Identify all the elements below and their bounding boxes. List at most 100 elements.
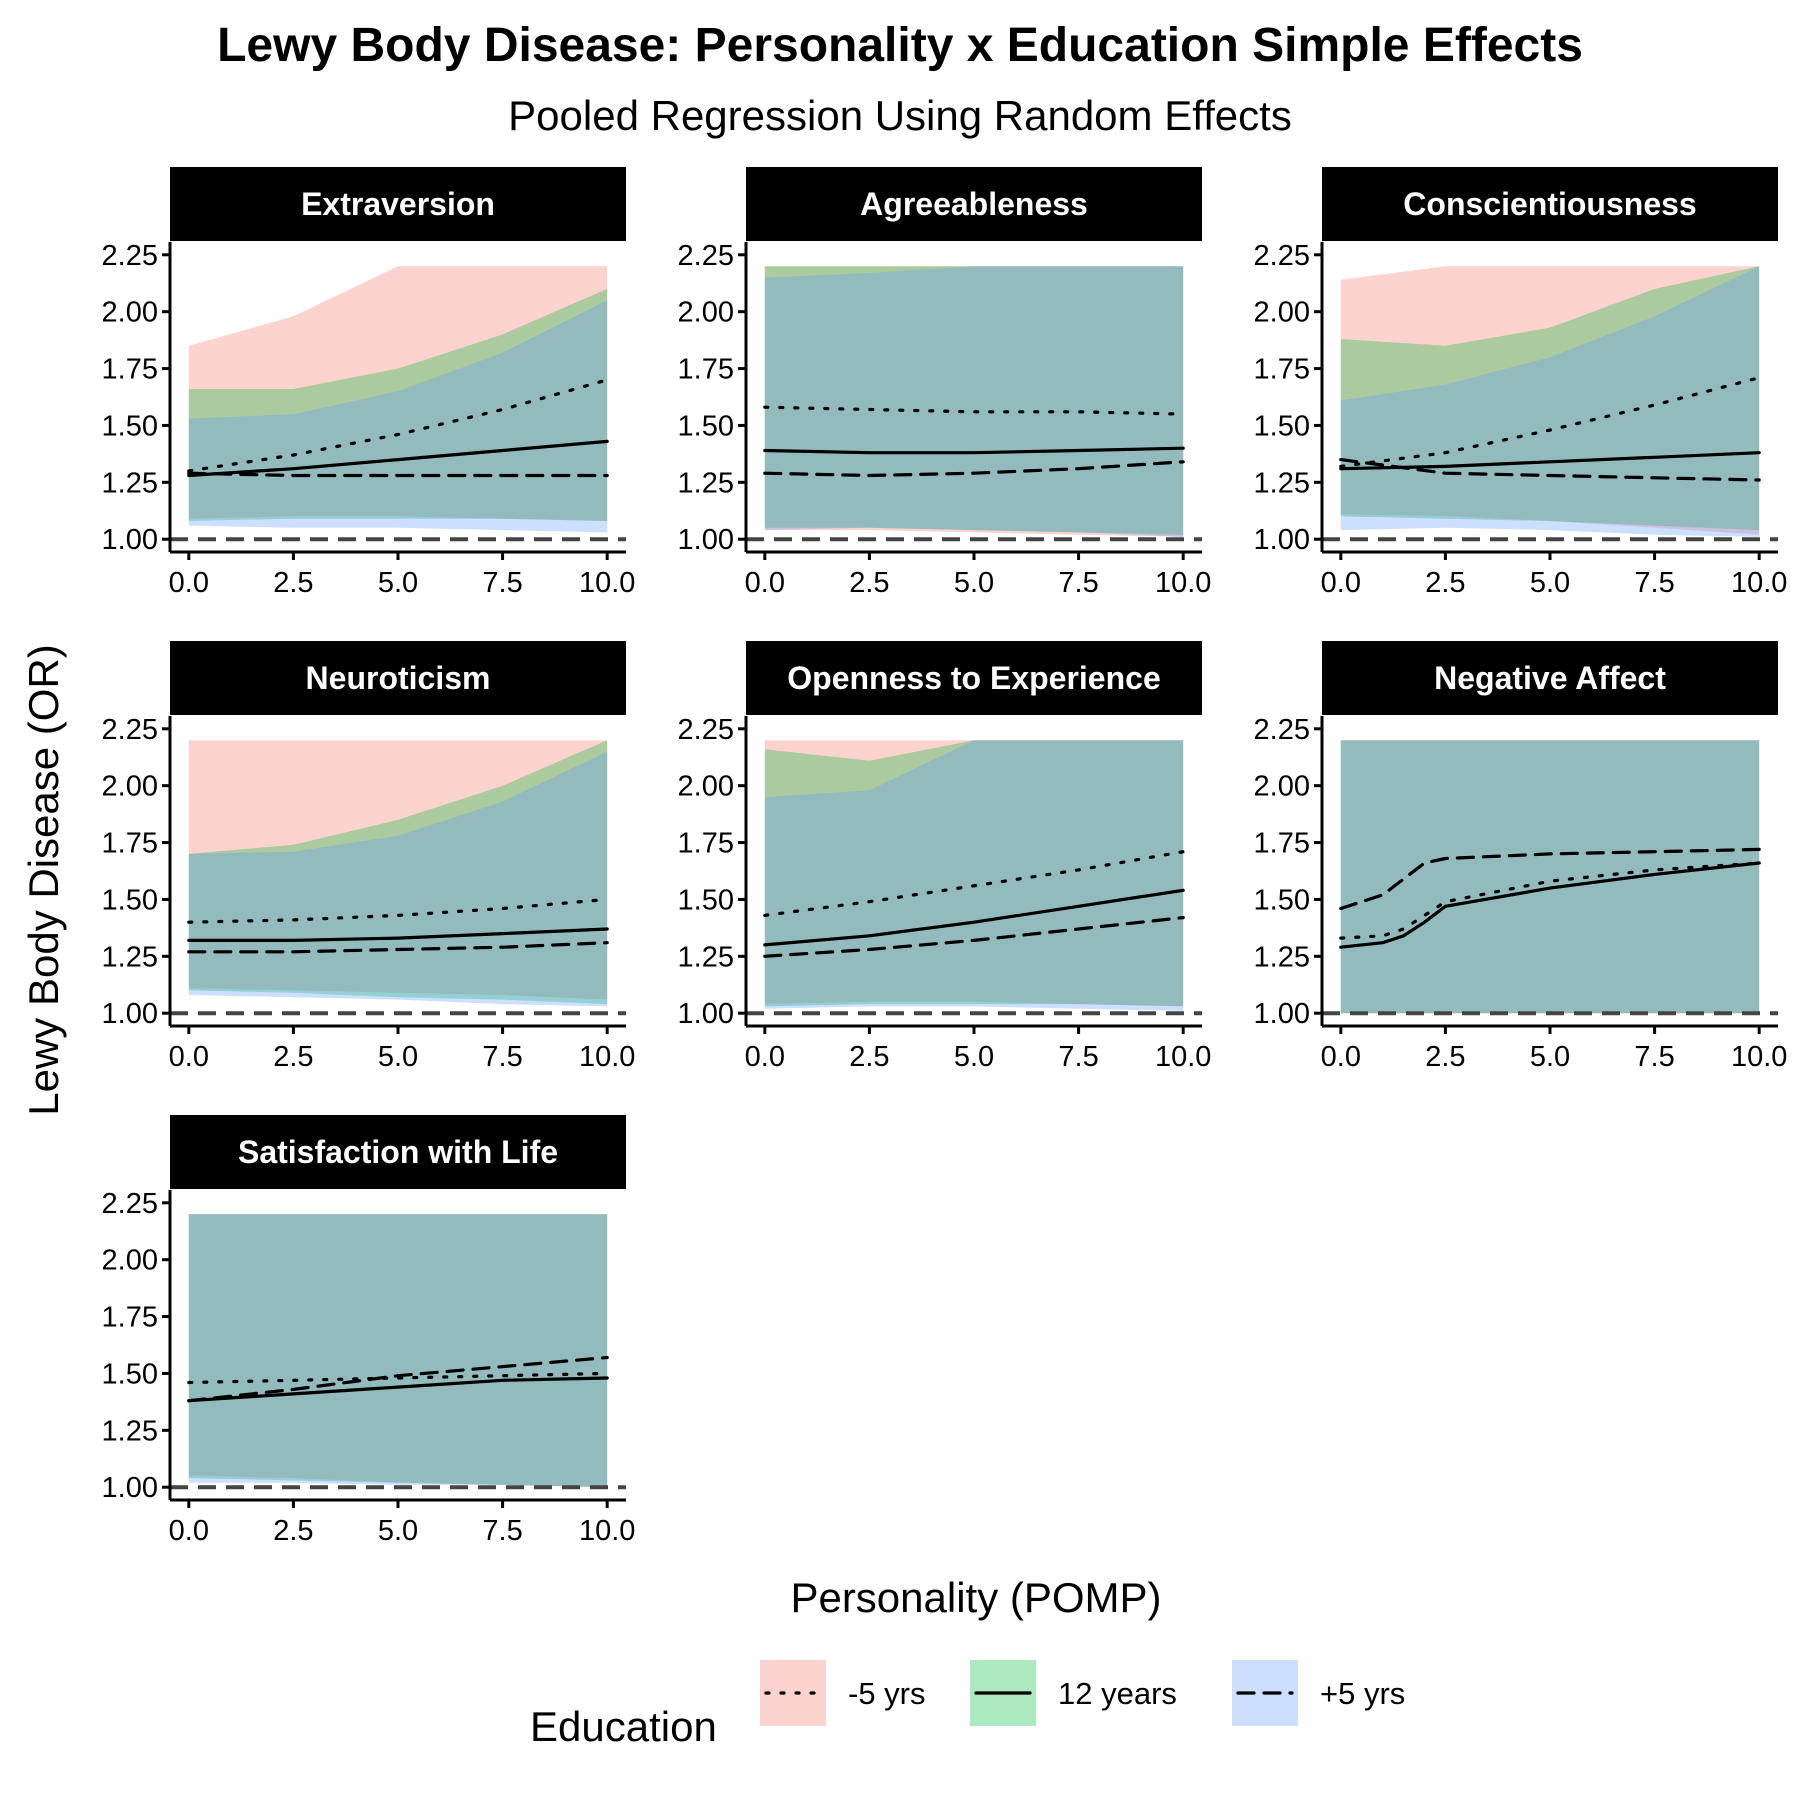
series-line — [187, 897, 609, 924]
series-line — [1339, 861, 1761, 940]
series-line — [187, 439, 609, 478]
y-tick-label: 2.00 — [102, 771, 158, 803]
legend-label: +5 yrs — [1320, 1676, 1405, 1711]
x-tick-label: 5.0 — [954, 567, 994, 599]
series-line — [187, 927, 609, 943]
y-axis-title: Lewy Body Disease (OR) — [20, 644, 67, 1116]
x-axis-title: Personality (POMP) — [790, 1574, 1161, 1621]
series-line — [187, 378, 609, 473]
chart-title: Lewy Body Disease: Personality x Educati… — [217, 19, 1583, 72]
confidence-band — [1340, 740, 1760, 1014]
series-line — [763, 888, 1185, 947]
x-tick-label: 0.0 — [745, 567, 785, 599]
x-tick-label: 10.0 — [1731, 1041, 1787, 1073]
chart-subtitle: Pooled Regression Using Random Effects — [508, 92, 1292, 139]
y-tick-label: 1.50 — [678, 410, 734, 442]
x-tick-label: 5.0 — [1530, 1041, 1570, 1073]
x-tick-label: 10.0 — [1155, 567, 1211, 599]
series-line — [763, 460, 1185, 478]
x-tick-label: 0.0 — [1321, 567, 1361, 599]
panel-conscientiousness: Conscientiousness 1.00 1.25 1.50 1.75 2.00 2.2… — [1254, 167, 1787, 599]
legend: Education -5 yrs 12 years +5 yrs — [530, 1660, 1405, 1750]
confidence-band — [188, 288, 608, 521]
panel-strip — [170, 1115, 626, 1189]
panel-strip — [1322, 167, 1778, 241]
panel-strip — [746, 167, 1202, 241]
y-tick-label: 1.25 — [102, 467, 158, 499]
panel-title: Extraversion — [301, 186, 495, 222]
y-tick-label: 1.25 — [102, 1415, 158, 1447]
x-tick-label: 7.5 — [1634, 567, 1674, 599]
confidence-band — [1340, 266, 1760, 537]
x-tick-label: 5.0 — [378, 1041, 418, 1073]
panel-title: Openness to Experience — [787, 660, 1160, 696]
panel-strip — [1322, 641, 1778, 715]
series-line — [187, 1355, 609, 1403]
x-tick-label: 0.0 — [1321, 1041, 1361, 1073]
y-tick-label: 1.75 — [678, 354, 734, 386]
y-tick-label: 1.50 — [102, 884, 158, 916]
confidence-band — [764, 740, 1184, 1011]
legend-item-5-yrs: -5 yrs — [760, 1660, 926, 1726]
x-tick-label: 10.0 — [1155, 1041, 1211, 1073]
y-tick-label: 1.00 — [678, 524, 734, 556]
x-tick-label: 5.0 — [378, 567, 418, 599]
y-tick-label: 1.00 — [678, 998, 734, 1030]
y-tick-label: 1.00 — [102, 1472, 158, 1504]
panel-title: Conscientiousness — [1403, 186, 1696, 222]
y-tick-label: 1.75 — [102, 354, 158, 386]
panel-title: Neuroticism — [306, 660, 491, 696]
legend-item-12-years: 12 years — [970, 1660, 1177, 1726]
confidence-band — [764, 740, 1184, 1007]
x-tick-label: 0.0 — [169, 567, 209, 599]
confidence-band — [1340, 266, 1760, 531]
series-line — [1339, 458, 1761, 482]
series-line — [1339, 847, 1761, 911]
y-tick-label: 2.00 — [1254, 297, 1310, 329]
series-line — [187, 1376, 609, 1403]
x-tick-label: 2.5 — [273, 567, 313, 599]
y-tick-label: 1.00 — [1254, 998, 1310, 1030]
y-tick-label: 1.25 — [1254, 467, 1310, 499]
series-line — [763, 446, 1185, 455]
series-line — [187, 1371, 609, 1385]
confidence-band — [764, 740, 1184, 1007]
y-tick-label: 2.25 — [1254, 240, 1310, 272]
confidence-band — [188, 740, 608, 1005]
y-tick-label: 1.75 — [1254, 828, 1310, 860]
y-tick-label: 1.75 — [102, 828, 158, 860]
x-tick-label: 10.0 — [579, 1041, 635, 1073]
panel-strip — [170, 167, 626, 241]
y-tick-label: 1.50 — [102, 1358, 158, 1390]
confidence-band — [1340, 740, 1760, 1014]
confidence-band — [188, 1214, 608, 1488]
x-tick-label: 10.0 — [1731, 567, 1787, 599]
x-tick-label: 2.5 — [273, 1041, 313, 1073]
panel-strip — [170, 641, 626, 715]
y-tick-label: 1.50 — [678, 884, 734, 916]
y-tick-label: 2.25 — [102, 1188, 158, 1220]
x-tick-label: 10.0 — [579, 567, 635, 599]
x-tick-label: 5.0 — [954, 1041, 994, 1073]
y-tick-label: 2.25 — [1254, 714, 1310, 746]
y-tick-label: 2.00 — [678, 771, 734, 803]
y-tick-label: 1.00 — [1254, 524, 1310, 556]
series-line — [763, 915, 1185, 958]
y-tick-label: 1.75 — [1254, 354, 1310, 386]
y-tick-label: 1.50 — [102, 410, 158, 442]
panel-strip — [746, 641, 1202, 715]
x-tick-label: 0.0 — [169, 1041, 209, 1073]
series-line — [1339, 376, 1761, 468]
confidence-band — [188, 751, 608, 1007]
y-tick-label: 1.50 — [1254, 884, 1310, 916]
panel-title: Negative Affect — [1434, 660, 1666, 696]
x-tick-label: 7.5 — [1058, 567, 1098, 599]
legend-title: Education — [530, 1703, 717, 1750]
y-tick-label: 2.00 — [678, 297, 734, 329]
panel-negative-affect: Negative Affect 1.00 1.25 1.50 1.75 2.00 2.25 0… — [1254, 641, 1787, 1073]
confidence-band — [1340, 740, 1760, 1014]
y-tick-label: 2.25 — [678, 240, 734, 272]
x-tick-label: 7.5 — [1058, 1041, 1098, 1073]
y-tick-label: 2.25 — [102, 714, 158, 746]
